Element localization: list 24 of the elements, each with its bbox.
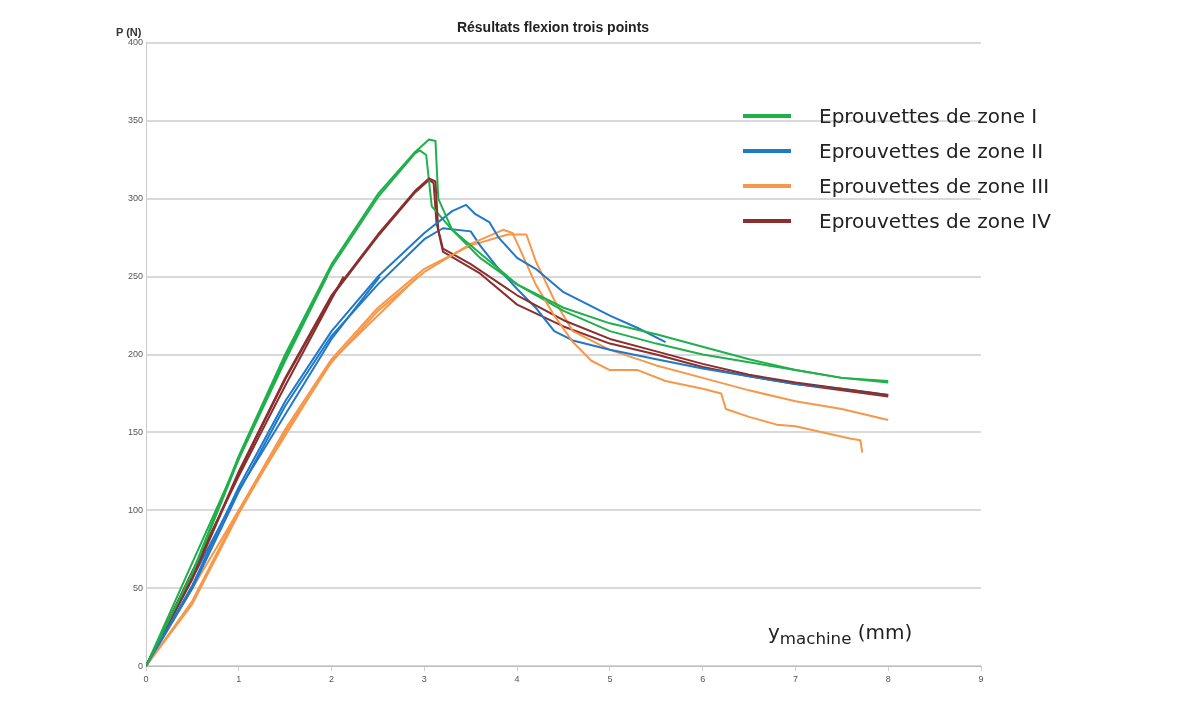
y-tick-label: 50 (133, 582, 144, 593)
x-tick-label: 5 (607, 674, 613, 685)
legend-label: Eprouvettes de zone IV (819, 208, 1051, 233)
y-tick-label: 200 (127, 348, 144, 359)
chart-title: Résultats flexion trois points (456, 19, 650, 36)
y-tick-label: 250 (127, 271, 144, 282)
y-tick-label: 100 (127, 504, 144, 515)
y-tick-label: 150 (127, 426, 144, 437)
x-tick-label: 6 (700, 674, 706, 685)
x-tick-label: 4 (514, 674, 520, 685)
y-tick-label: 350 (127, 115, 144, 126)
x-tick-label: 9 (978, 674, 984, 685)
x-tick-label: 7 (792, 674, 798, 685)
legend-label: Eprouvettes de zone II (819, 138, 1044, 163)
legend-label: Eprouvettes de zone III (819, 173, 1050, 198)
x-tick-label: 8 (885, 674, 891, 685)
x-tick-label: 2 (329, 674, 335, 685)
y-tick-label: 0 (138, 660, 144, 671)
x-tick-label: 1 (236, 674, 242, 685)
y-tick-label: 300 (127, 193, 144, 204)
x-axis-title: y$_{machine}$ (mm) (768, 620, 913, 648)
x-tick-label: 3 (421, 674, 427, 685)
legend-label: Eprouvettes de zone I (819, 103, 1038, 128)
y-axis-title: P (N) (116, 26, 142, 38)
